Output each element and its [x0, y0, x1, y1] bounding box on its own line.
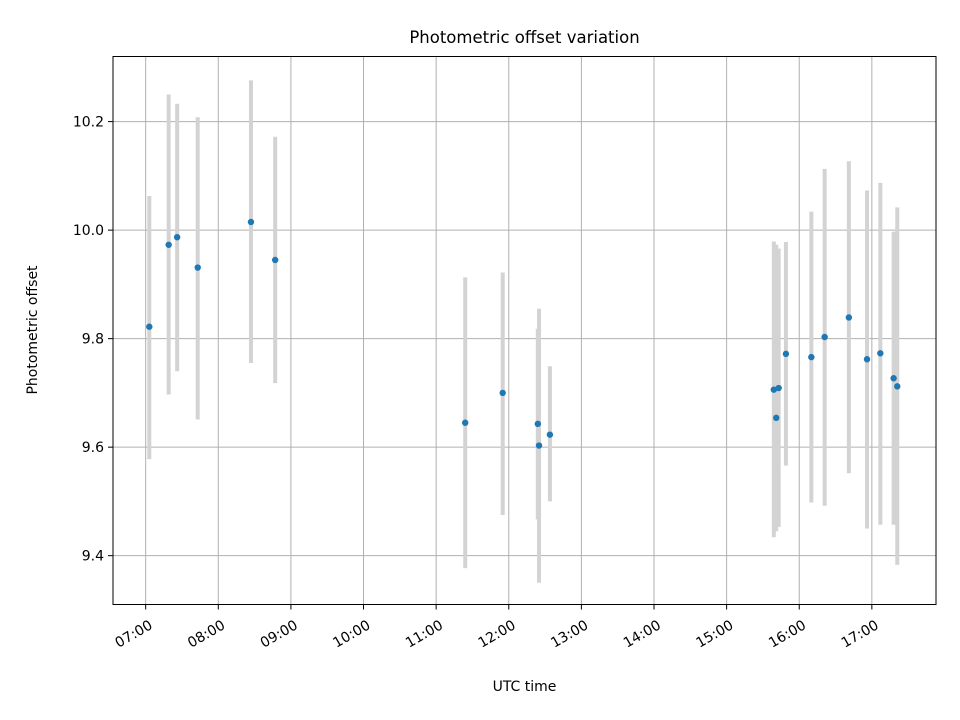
data-point: [877, 350, 884, 357]
data-point: [770, 386, 778, 393]
plot-frame: [112, 56, 937, 605]
data-point: [821, 333, 828, 341]
y-tick-label: 9.4: [82, 549, 104, 565]
data-point: [173, 233, 181, 241]
data-point: [499, 389, 506, 397]
data-point: [146, 323, 153, 330]
chart-title: Photometric offset variation: [409, 28, 639, 47]
data-point: [194, 264, 201, 271]
data-point: [863, 356, 871, 363]
data-points: [146, 218, 901, 449]
data-point: [782, 350, 790, 358]
data-point: [808, 353, 815, 361]
y-axis-label: Photometric offset: [25, 265, 41, 395]
y-tick-label: 10.2: [73, 115, 104, 131]
y-tick-label: 10.0: [73, 223, 104, 239]
data-point: [534, 420, 542, 428]
data-point: [773, 414, 780, 422]
data-point: [271, 256, 279, 264]
grid-lines: [113, 56, 936, 605]
y-tick-label: 9.6: [82, 440, 104, 456]
data-point: [461, 419, 469, 426]
data-point: [165, 241, 172, 248]
data-point: [890, 375, 897, 382]
x-axis-label: UTC time: [493, 679, 557, 695]
data-point: [775, 384, 782, 392]
data-point: [247, 218, 255, 226]
data-point: [546, 431, 554, 438]
data-point: [894, 383, 901, 390]
y-tick-label: 9.8: [82, 332, 104, 348]
data-point: [535, 442, 543, 449]
data-point: [845, 314, 853, 321]
